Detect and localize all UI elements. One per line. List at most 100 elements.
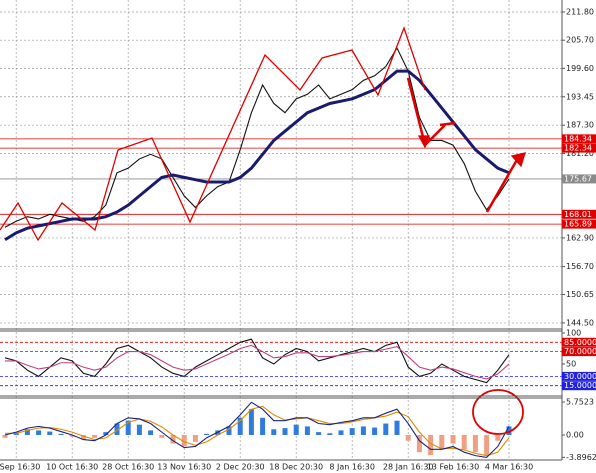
histogram-bar <box>69 434 75 437</box>
series-line <box>4 401 510 458</box>
histogram-bar <box>260 417 266 435</box>
y-tick-label: 5.7523 <box>566 398 594 407</box>
level-label: 30.0000 <box>564 372 596 381</box>
y-tick-label: 100 <box>566 329 581 338</box>
histogram-bar <box>192 434 198 442</box>
histogram-bar <box>394 420 400 435</box>
x-tick-label: 13 Nov 16:30 <box>157 463 211 472</box>
histogram-bar <box>338 430 344 435</box>
y-tick-label: 144.50 <box>566 318 594 327</box>
histogram-bar <box>103 432 109 435</box>
y-tick-label: 205.70 <box>566 36 594 45</box>
histogram-bar <box>428 434 434 456</box>
y-tick-label: 156.70 <box>566 262 594 271</box>
x-tick-label: 4 Mar 16:30 <box>485 463 533 472</box>
arrowhead <box>510 152 526 168</box>
histogram-bar <box>416 434 422 453</box>
arrow <box>485 157 520 213</box>
histogram-bar <box>293 424 299 435</box>
histogram-bar <box>461 434 467 450</box>
highlight-circle <box>472 389 524 435</box>
histogram-bar <box>495 434 501 441</box>
histogram-bar <box>439 434 445 450</box>
y-tick-label: 50 <box>566 360 576 369</box>
x-tick-label: 4 Sep 16:30 <box>0 463 40 472</box>
x-tick-label: 2 Dec 20:30 <box>216 463 265 472</box>
histogram-bar <box>2 434 8 438</box>
y-tick-label: 0.00 <box>566 430 584 439</box>
histogram-bar <box>159 434 165 438</box>
level-label-box <box>562 337 596 347</box>
level-label: 85.0000 <box>564 338 596 347</box>
series-line <box>5 344 510 380</box>
y-tick-label: 150.65 <box>566 290 594 299</box>
level-label-box <box>562 219 596 229</box>
y-tick-label: -3.8962 <box>566 453 596 462</box>
level-label: 168.01 <box>564 210 592 219</box>
y-tick-label: 211.80 <box>566 8 594 17</box>
y-tick-label: 181.20 <box>566 149 594 158</box>
histogram-bar <box>372 427 378 435</box>
marks-layer <box>2 46 512 458</box>
level-label: 165.89 <box>564 220 592 229</box>
x-tick-label: 28 Jan 16:30 <box>383 463 434 472</box>
histogram-bar <box>327 433 333 435</box>
series-line <box>4 69 510 242</box>
zigzag <box>0 26 426 242</box>
histogram-bar <box>304 426 310 435</box>
annotations <box>0 26 526 435</box>
y-tick-label: 162.90 <box>566 233 594 242</box>
histogram-bar <box>24 429 30 435</box>
histogram-bar <box>148 430 154 435</box>
histogram-bar <box>92 434 98 438</box>
histogram-bar <box>181 434 187 447</box>
series-line <box>5 405 510 457</box>
histogram-bar <box>114 423 120 435</box>
y-tick-label: 187.30 <box>566 121 594 130</box>
level-label-box <box>562 174 596 184</box>
level-label-box <box>562 381 596 391</box>
histogram-bar <box>136 424 142 435</box>
histogram-bar <box>125 420 131 435</box>
histogram-bar <box>405 434 411 441</box>
arrowhead <box>417 135 430 149</box>
histogram-bar <box>237 417 243 435</box>
histogram-bar <box>170 434 176 444</box>
histogram-bar <box>248 409 254 435</box>
level-label-box <box>562 143 596 153</box>
x-tick-label: 13 Feb 16:30 <box>427 463 479 472</box>
histogram-bar <box>484 434 490 456</box>
level-label: 175.67 <box>564 174 592 183</box>
histogram-bar <box>383 423 389 435</box>
y-tick-label: 199.60 <box>566 64 594 73</box>
histogram-bar <box>506 426 512 435</box>
level-label: 15.0000 <box>564 381 596 390</box>
level-label: 70.0000 <box>564 347 596 356</box>
level-label-box <box>562 371 596 381</box>
grid-layer <box>0 0 562 460</box>
histogram-bar <box>316 432 322 435</box>
histogram-bar <box>204 433 210 435</box>
histogram-bar <box>271 429 277 435</box>
level-label: 184.34 <box>564 134 592 143</box>
y-tick-label: 193.45 <box>566 92 594 101</box>
histogram-bar <box>450 434 456 444</box>
histogram-bar <box>349 428 355 435</box>
histogram-bar <box>360 426 366 435</box>
level-label: 182.34 <box>564 144 592 153</box>
histogram-bar <box>226 426 232 435</box>
level-label-box <box>562 134 596 144</box>
x-tick-label: 10 Oct 16:30 <box>46 463 98 472</box>
arrow <box>439 121 456 127</box>
x-tick-label: 18 Dec 20:30 <box>269 463 323 472</box>
histogram-bar <box>47 431 53 435</box>
histogram-bar <box>472 434 478 453</box>
x-tick-label: 28 Oct 16:30 <box>102 463 154 472</box>
histogram-bar <box>58 433 64 435</box>
x-tick-label: 8 Jan 16:30 <box>329 463 375 472</box>
level-label-box <box>562 209 596 219</box>
